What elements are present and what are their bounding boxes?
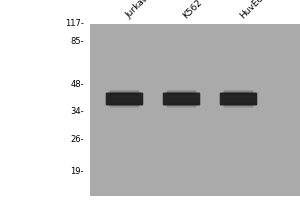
FancyBboxPatch shape [220, 92, 257, 106]
Text: HuvEc: HuvEc [238, 0, 265, 20]
FancyBboxPatch shape [167, 90, 196, 95]
Text: 117-: 117- [65, 20, 84, 28]
FancyBboxPatch shape [167, 103, 196, 108]
Text: 85-: 85- [70, 38, 84, 46]
Text: 34-: 34- [70, 108, 84, 116]
Text: 26-: 26- [70, 136, 84, 144]
Text: Jurkat: Jurkat [124, 0, 149, 20]
Text: 19-: 19- [70, 168, 84, 176]
FancyBboxPatch shape [106, 92, 143, 106]
Text: K562: K562 [182, 0, 204, 20]
Bar [90, 24, 300, 196]
FancyBboxPatch shape [110, 103, 139, 108]
Text: 48-: 48- [70, 80, 84, 88]
FancyBboxPatch shape [224, 90, 254, 95]
FancyBboxPatch shape [110, 90, 139, 95]
FancyBboxPatch shape [163, 92, 200, 106]
FancyBboxPatch shape [224, 103, 254, 108]
